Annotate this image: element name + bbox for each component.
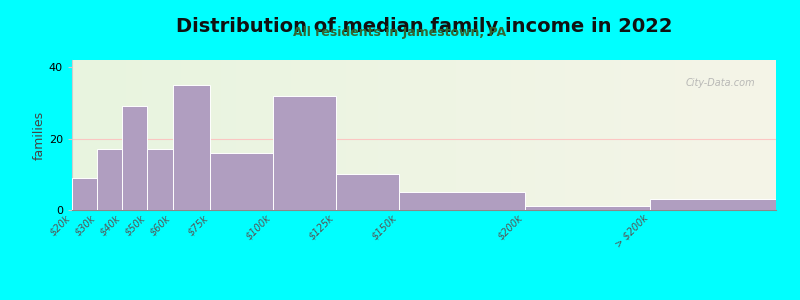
Bar — [147, 149, 173, 210]
Bar — [650, 199, 776, 210]
Bar — [122, 106, 147, 210]
Bar — [72, 178, 97, 210]
Bar — [210, 153, 273, 210]
Text: City-Data.com: City-Data.com — [686, 78, 755, 88]
Y-axis label: families: families — [33, 110, 46, 160]
Bar — [399, 192, 525, 210]
Text: All residents in Jamestown, PA: All residents in Jamestown, PA — [294, 26, 506, 39]
Title: Distribution of median family income in 2022: Distribution of median family income in … — [176, 17, 672, 36]
Bar — [173, 85, 210, 210]
Bar — [525, 206, 650, 210]
Bar — [273, 96, 336, 210]
Bar — [97, 149, 122, 210]
Bar — [336, 174, 399, 210]
